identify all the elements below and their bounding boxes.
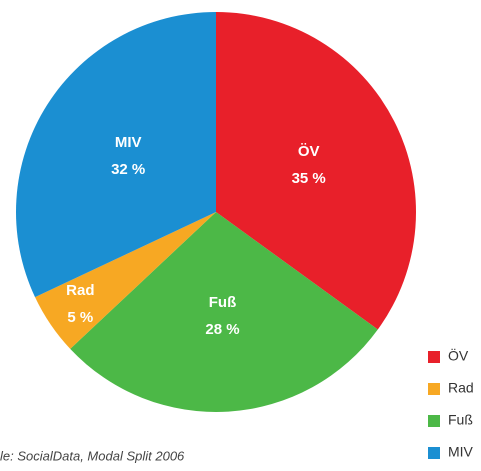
source-note: le: SocialData, Modal Split 2006 <box>0 448 185 463</box>
pie-slice <box>35 212 216 349</box>
legend-swatch <box>428 351 440 363</box>
legend-swatch <box>428 447 440 459</box>
pie-slice <box>70 212 378 412</box>
slice-value: 28 % <box>205 321 239 338</box>
legend-swatch <box>428 415 440 427</box>
slice-label: MIV <box>115 134 142 151</box>
legend-label: Rad <box>448 380 474 396</box>
legend-label: ÖV <box>448 347 469 364</box>
legend-label: MIV <box>448 444 474 460</box>
slice-label: Rad <box>66 282 94 299</box>
pie-slice <box>15 12 217 298</box>
pie-slice <box>216 12 416 330</box>
legend-label: Fuß <box>448 412 473 428</box>
slice-label: Fuß <box>209 294 237 311</box>
slice-label: ÖV <box>298 143 320 160</box>
legend-swatch <box>428 383 440 395</box>
slice-value: 32 % <box>111 161 145 178</box>
slice-value: 35 % <box>292 170 326 187</box>
slice-value: 5 % <box>67 309 93 326</box>
